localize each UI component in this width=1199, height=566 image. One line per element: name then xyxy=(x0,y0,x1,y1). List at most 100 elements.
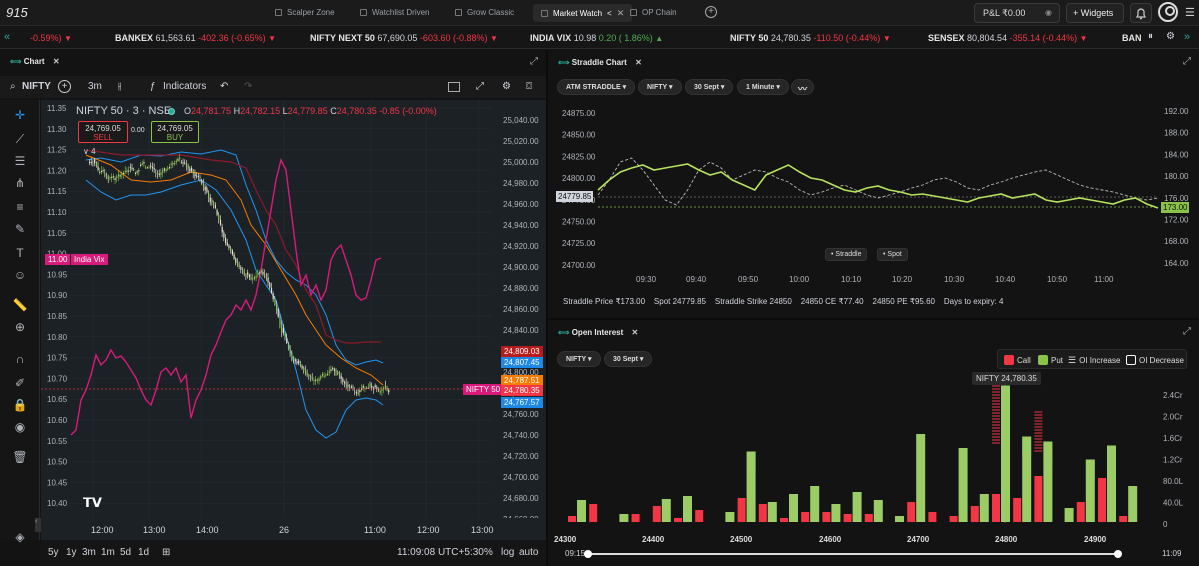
range-1d[interactable]: 1d xyxy=(138,547,150,558)
tab-watchlist-driven[interactable]: Watchlist Driven xyxy=(360,8,430,17)
lock-icon[interactable]: 🔒 xyxy=(12,398,28,412)
trash-icon[interactable]: 🗑 xyxy=(12,450,28,464)
range-5y[interactable]: 5y xyxy=(48,547,59,558)
expand-icon[interactable]: ⤢ xyxy=(530,56,538,67)
drag-handle-icon[interactable]: ⟺ xyxy=(558,58,570,67)
close-icon[interactable]: ✕ xyxy=(616,7,625,18)
close-icon[interactable]: ✕ xyxy=(631,328,639,337)
straddle-chart[interactable]: 24875.0024850.0024825.0024800.0024775.00… xyxy=(548,100,1199,290)
pitchfork-icon[interactable]: ⋔ xyxy=(14,176,26,190)
oi-expiry-dropdown[interactable]: 30 Sept ▾ xyxy=(604,351,653,367)
ticker-scroll-icon[interactable]: « xyxy=(4,31,11,43)
trendline-icon[interactable]: ⟋ xyxy=(15,132,25,146)
auto-toggle[interactable]: auto xyxy=(519,547,539,558)
close-icon[interactable]: ✕ xyxy=(52,57,60,66)
panel-divider[interactable] xyxy=(548,318,1199,320)
ticker-item-nifty-50[interactable]: NIFTY 50 24,780.35 -110.50 (-0.44%) ▼ xyxy=(730,33,891,43)
avatar-icon[interactable] xyxy=(1158,2,1178,22)
drag-handle-icon[interactable]: ⟺ xyxy=(10,57,22,66)
straddle-interval-dropdown[interactable]: 1 Minute ▾ xyxy=(737,79,789,95)
tab-grow-classic[interactable]: Grow Classic xyxy=(455,8,514,17)
pause-icon[interactable]: ⏸ xyxy=(1148,31,1153,42)
straddle-symbol-dropdown[interactable]: NIFTY ▾ xyxy=(638,79,682,95)
brush-icon[interactable]: ✎ xyxy=(14,222,26,236)
menu-icon[interactable]: ☰ xyxy=(1185,7,1195,19)
log-toggle[interactable]: log xyxy=(501,547,515,558)
app-logo[interactable]: 915 xyxy=(6,5,28,20)
zoom-in-icon[interactable]: ⊕ xyxy=(14,320,26,334)
legend-straddle[interactable]: • Straddle xyxy=(825,248,868,261)
straddle-type-dropdown[interactable]: ATM STRADDLE ▾ xyxy=(557,79,636,95)
redo-icon[interactable]: ↷ xyxy=(244,81,253,92)
text-icon[interactable]: T xyxy=(16,246,24,260)
layout-icon[interactable] xyxy=(448,82,460,92)
settings-icon[interactable]: ⚙ xyxy=(1166,31,1175,42)
undo-icon[interactable]: ↶ xyxy=(220,81,229,92)
legend-call[interactable]: Call xyxy=(1004,351,1031,369)
straddle-expiry-dropdown[interactable]: 30 Sept ▾ xyxy=(685,79,734,95)
legend-put[interactable]: Put xyxy=(1038,351,1063,369)
pencil-lock-icon[interactable]: ✐ xyxy=(14,376,26,390)
ticker-item[interactable]: -0.59%) ▼ xyxy=(30,33,72,43)
symbol-search-icon[interactable]: ⌕ xyxy=(10,81,16,92)
oi-chart[interactable]: 2.4Cr 2.0Cr 1.6Cr 1.2Cr 80.0L 40.0L 0 24300 2440… xyxy=(548,385,1199,545)
fib-icon[interactable]: ≡ xyxy=(16,200,24,214)
indicator-collapse[interactable]: ∨ 4 xyxy=(83,147,96,156)
compare-add-icon[interactable]: + xyxy=(58,80,71,93)
camera-icon[interactable]: ⌼ xyxy=(526,81,532,92)
expand-icon[interactable]: ⤢ xyxy=(1183,326,1191,337)
sell-button[interactable]: 24,769.05 SELL xyxy=(78,121,128,143)
crosshair-icon[interactable]: ✛ xyxy=(14,108,26,122)
range-3m[interactable]: 3m xyxy=(82,547,96,558)
ticker-item-sensex[interactable]: SENSEX 80,804.54 -355.14 (-0.44%) ▼ xyxy=(928,33,1088,43)
time-slider[interactable]: 09:15 11:09 xyxy=(565,549,1182,558)
add-tab-button[interactable]: + xyxy=(705,6,717,18)
price-chart-pane[interactable]: 11.35 11.30 11.25 11.20 11.15 11.10 11.05 11.00… xyxy=(41,100,546,529)
tab-market-watch[interactable]: Market Watch < ✕ xyxy=(533,4,633,22)
settings-icon[interactable]: ⚙ xyxy=(502,81,511,92)
ticker-scroll-right-icon[interactable]: » xyxy=(1184,31,1191,43)
indicators-button[interactable]: Indicators xyxy=(163,81,207,92)
range-5d[interactable]: 5d xyxy=(120,547,132,558)
emoji-icon[interactable]: ☺ xyxy=(13,268,27,282)
percent-toggle[interactable]: % xyxy=(484,547,493,558)
expand-icon[interactable]: ⤢ xyxy=(1183,56,1191,67)
drag-handle-icon[interactable]: ⟺ xyxy=(558,328,570,337)
date-range-icon[interactable]: ⊞ xyxy=(162,547,171,558)
straddle-chart-canvas[interactable]: 24875.0024850.0024825.0024800.0024775.00… xyxy=(548,100,1199,290)
ticker-item-india-vix[interactable]: INDIA VIX 10.98 0.20 ( 1.86%) ▲ xyxy=(530,33,664,43)
indicators-icon[interactable]: ƒ xyxy=(150,81,156,92)
legend-oi-decrease[interactable]: OI Decrease xyxy=(1126,351,1184,369)
price-chart-canvas[interactable]: 11.35 11.30 11.25 11.20 11.15 11.10 11.05 11.00… xyxy=(41,100,546,529)
chart-style-button[interactable]: 〰 xyxy=(791,79,815,95)
fullscreen-icon[interactable]: ⤢ xyxy=(476,81,484,92)
ticker-item-nifty-next-50[interactable]: NIFTY NEXT 50 67,690.05 -603.60 (-0.88%)… xyxy=(310,33,498,43)
notifications-button[interactable] xyxy=(1130,3,1152,23)
widgets-button[interactable]: + Widgets xyxy=(1066,3,1124,23)
buy-button[interactable]: 24,769.05 BUY xyxy=(151,121,199,143)
legend-spot[interactable]: • Spot xyxy=(877,248,908,261)
horizontal-lines-icon[interactable]: ☰ xyxy=(14,154,26,168)
oi-chart-canvas[interactable]: 2.4Cr 2.0Cr 1.6Cr 1.2Cr 80.0L 40.0L 0 24300 2440… xyxy=(548,385,1199,545)
clock-display[interactable]: 11:09:08 UTC+5:30 xyxy=(397,547,484,558)
panel-divider[interactable] xyxy=(546,50,548,566)
magnet-icon[interactable]: ∩ xyxy=(15,352,25,366)
range-1m[interactable]: 1m xyxy=(101,547,115,558)
collapse-toolbar-icon[interactable]: ‹ xyxy=(35,518,41,532)
candle-type-icon[interactable]: ⫲ xyxy=(118,81,122,92)
share-icon[interactable]: < xyxy=(607,8,612,18)
visibility-icon[interactable]: ◉ xyxy=(1045,8,1052,17)
eye-icon[interactable]: ◉ xyxy=(14,420,26,434)
legend-oi-increase[interactable]: ☰ OI Increase xyxy=(1068,354,1121,365)
symbol-selector[interactable]: NIFTY xyxy=(22,81,51,92)
ticker-item-ban[interactable]: BAN xyxy=(1122,33,1142,43)
range-1y[interactable]: 1y xyxy=(66,547,77,558)
oi-symbol-dropdown[interactable]: NIFTY ▾ xyxy=(557,351,601,367)
close-icon[interactable]: ✕ xyxy=(635,58,642,67)
slider-handle-start[interactable] xyxy=(584,550,592,558)
layers-icon[interactable]: ◈ xyxy=(15,530,25,544)
slider-handle-end[interactable] xyxy=(1114,550,1122,558)
tab-scalper-zone[interactable]: Scalper Zone xyxy=(275,8,335,17)
pnl-display[interactable]: P&L ₹0.00 ◉ xyxy=(974,3,1060,23)
interval-selector[interactable]: 3m xyxy=(88,81,102,92)
